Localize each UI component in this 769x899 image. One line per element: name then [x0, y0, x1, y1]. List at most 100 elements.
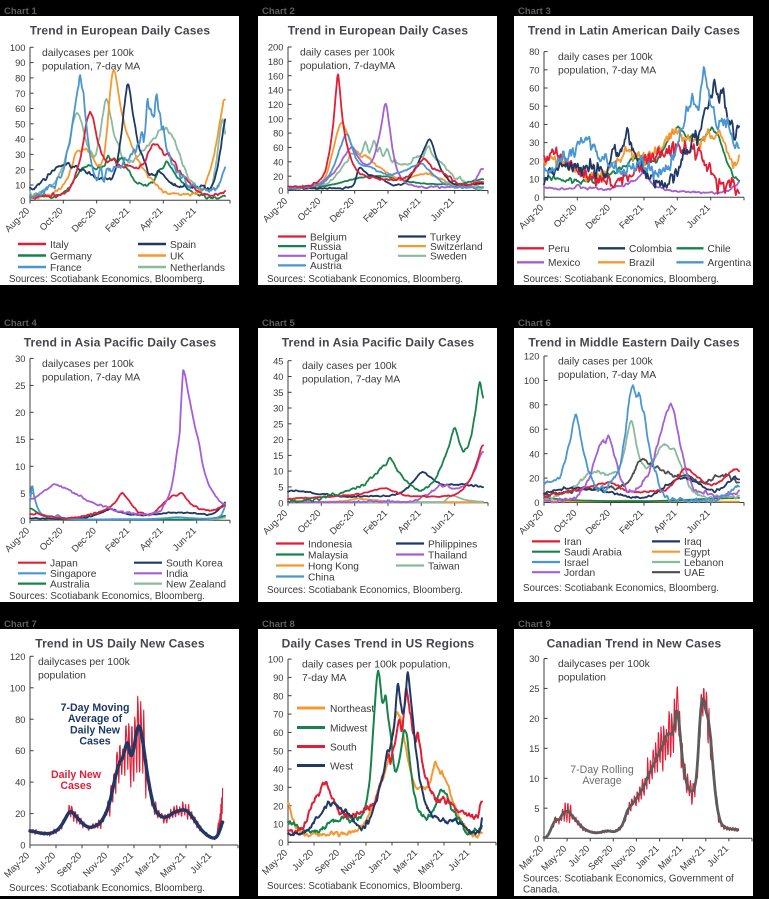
svg-text:Aug-20: Aug-20	[516, 202, 545, 231]
svg-text:Cases: Cases	[79, 736, 110, 748]
svg-text:Sep-20: Sep-20	[54, 850, 83, 879]
svg-text:30: 30	[273, 782, 283, 793]
svg-text:Sources: Scotiabank Economics,: Sources: Scotiabank Economics, Bloomberg…	[523, 274, 719, 285]
svg-text:dailycases per 100k: dailycases per 100k	[42, 48, 135, 59]
svg-text:daily cases per 100k: daily cases per 100k	[558, 357, 654, 368]
svg-text:Iran: Iran	[564, 537, 582, 548]
svg-text:20: 20	[273, 434, 283, 445]
svg-text:70: 70	[273, 709, 283, 720]
svg-text:70: 70	[15, 88, 25, 99]
svg-text:0: 0	[278, 837, 283, 848]
svg-text:0: 0	[534, 497, 539, 508]
svg-text:Sources: Scotiabank Economics,: Sources: Scotiabank Economics, Bloomberg…	[9, 274, 205, 285]
svg-text:40: 40	[273, 764, 283, 775]
svg-text:Switzerland: Switzerland	[430, 242, 483, 253]
svg-text:Netherlands: Netherlands	[170, 263, 225, 274]
svg-text:Oct-20: Oct-20	[295, 195, 323, 223]
svg-text:Apr-21: Apr-21	[651, 507, 679, 535]
svg-text:35: 35	[273, 387, 283, 398]
svg-text:Apr-21: Apr-21	[395, 195, 423, 223]
svg-text:dailycases per 100k: dailycases per 100k	[558, 659, 651, 670]
svg-text:Apr-21: Apr-21	[137, 525, 165, 553]
svg-text:Singapore: Singapore	[50, 569, 97, 580]
svg-text:5: 5	[20, 488, 25, 499]
svg-text:Philippines: Philippines	[428, 539, 477, 550]
svg-text:40: 40	[529, 448, 539, 459]
svg-text:Mexico: Mexico	[548, 258, 581, 269]
svg-text:UK: UK	[170, 251, 184, 262]
svg-text:25: 25	[273, 418, 283, 429]
svg-text:population: population	[558, 673, 606, 684]
svg-text:Hong Kong: Hong Kong	[308, 561, 359, 572]
svg-text:Colombia: Colombia	[629, 244, 672, 255]
svg-text:population: population	[38, 670, 86, 681]
svg-text:population, 7-day MA: population, 7-day MA	[42, 61, 140, 72]
svg-text:May-21: May-21	[416, 847, 446, 877]
svg-text:7-day MA: 7-day MA	[302, 673, 347, 684]
svg-text:Trend in Asia Pacific Daily Ca: Trend in Asia Pacific Daily Cases	[24, 336, 217, 350]
svg-text:Trend in European Daily Cases: Trend in European Daily Cases	[30, 24, 211, 38]
svg-text:Russia: Russia	[310, 242, 341, 253]
svg-text:30: 30	[273, 403, 283, 414]
svg-text:Sources: Scotiabank Economics,: Sources: Scotiabank Economics, Bloomberg…	[267, 881, 463, 892]
svg-text:Daily Cases Trend in US Region: Daily Cases Trend in US Regions	[282, 637, 475, 651]
svg-text:0: 0	[20, 515, 25, 526]
svg-text:Sep-20: Sep-20	[312, 847, 341, 876]
svg-text:Oct-20: Oct-20	[551, 202, 579, 230]
svg-text:100: 100	[524, 375, 540, 386]
svg-text:South Korea: South Korea	[166, 559, 223, 570]
svg-text:Oct-20: Oct-20	[37, 525, 65, 553]
svg-text:20: 20	[529, 713, 539, 724]
svg-text:Feb-21: Feb-21	[103, 205, 132, 234]
svg-text:30: 30	[529, 137, 539, 148]
svg-text:UAE: UAE	[684, 568, 705, 579]
svg-text:100: 100	[10, 682, 26, 693]
svg-text:Malaysia: Malaysia	[308, 550, 349, 561]
svg-text:70: 70	[529, 64, 539, 75]
svg-text:60: 60	[15, 745, 25, 756]
svg-text:Italy: Italy	[50, 240, 70, 251]
svg-text:15: 15	[15, 434, 25, 445]
svg-text:80: 80	[273, 128, 283, 139]
svg-text:Australia: Australia	[50, 579, 90, 590]
svg-text:Average: Average	[582, 775, 621, 787]
svg-text:7-Day Rolling: 7-Day Rolling	[570, 764, 634, 776]
svg-text:Dec-20: Dec-20	[327, 195, 356, 224]
svg-text:Dec-20: Dec-20	[69, 205, 98, 234]
svg-text:Indonesia: Indonesia	[308, 539, 353, 550]
svg-text:Sources: Scotiabank Economics,: Sources: Scotiabank Economics, Bloomberg…	[523, 583, 719, 594]
svg-text:Aug-20: Aug-20	[260, 507, 289, 536]
svg-text:60: 60	[529, 83, 539, 94]
svg-text:40: 40	[273, 156, 283, 167]
svg-text:10: 10	[15, 461, 25, 472]
svg-text:Saudi Arabia: Saudi Arabia	[564, 548, 622, 559]
svg-text:daily cases per 100k: daily cases per 100k	[302, 361, 398, 372]
svg-text:Trend in US Daily New Cases: Trend in US Daily New Cases	[35, 637, 205, 651]
svg-text:Sources: Scotiabank Economics,: Sources: Scotiabank Economics, Bloomberg…	[267, 274, 463, 285]
svg-text:Trend in Latin American Daily: Trend in Latin American Daily Cases	[528, 24, 740, 38]
svg-text:daily cases per 100k: daily cases per 100k	[300, 48, 396, 59]
svg-text:Sep-20: Sep-20	[586, 843, 615, 872]
svg-text:Jun-21: Jun-21	[684, 202, 712, 230]
svg-text:Sources: Scotiabank Economics,: Sources: Scotiabank Economics, Governmen…	[523, 874, 734, 885]
svg-text:Jan-21: Jan-21	[365, 847, 393, 875]
svg-text:0: 0	[20, 840, 25, 851]
svg-text:Dec-20: Dec-20	[583, 507, 612, 536]
svg-text:Oct-20: Oct-20	[295, 507, 323, 535]
svg-text:daily cases per 100k populati: daily cases per 100k population,	[302, 660, 450, 671]
svg-text:5: 5	[534, 803, 539, 814]
svg-text:population, 7-day MA: population, 7-day MA	[302, 375, 400, 386]
svg-text:Sources: Scotiabank Economics,: Sources: Scotiabank Economics, Bloomberg…	[9, 883, 205, 894]
svg-text:population, 7-day MA: population, 7-day MA	[42, 372, 140, 383]
svg-text:Apr-21: Apr-21	[395, 507, 423, 535]
svg-text:Feb-21: Feb-21	[103, 525, 132, 554]
svg-text:Belgium: Belgium	[310, 232, 347, 243]
svg-text:Jun-21: Jun-21	[170, 525, 198, 553]
svg-text:Aug-20: Aug-20	[2, 525, 31, 554]
svg-text:Apr-21: Apr-21	[137, 205, 165, 233]
svg-text:May-20: May-20	[539, 843, 569, 873]
svg-text:40: 40	[15, 134, 25, 145]
svg-text:90: 90	[15, 57, 25, 68]
svg-text:20: 20	[273, 800, 283, 811]
svg-text:Chile: Chile	[708, 244, 732, 255]
